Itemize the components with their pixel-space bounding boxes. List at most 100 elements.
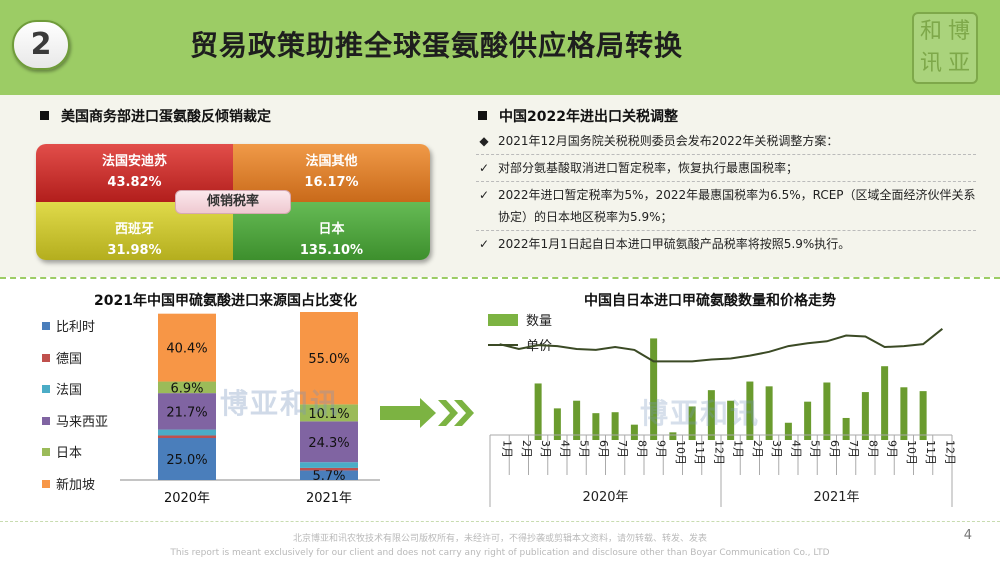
seal-char: 讯 <box>919 51 942 76</box>
legend-label: 比利时 <box>56 320 96 335</box>
bar-segment-德国 <box>158 435 216 438</box>
price-line <box>499 328 943 363</box>
rate-cell-name: 法国安迪苏 <box>101 154 167 169</box>
data-label: 24.3% <box>308 436 349 451</box>
month-label: 5月 <box>578 440 591 458</box>
legend-swatch <box>42 385 50 393</box>
tariff-list: ◆ 2021年12月国务院关税税则委员会发布2022年关税调整方案： ✓ 对部分氨基… <box>476 130 976 255</box>
volume-bar <box>861 392 869 440</box>
seal-char: 亚 <box>947 51 970 76</box>
legend-item: 马来西亚 <box>42 413 108 445</box>
dashed-separator <box>476 230 976 231</box>
data-label: 10.1% <box>308 407 349 422</box>
watermark-text: 博亚和讯 <box>220 387 341 420</box>
boyar-logo-seal: 和博 讯亚 <box>912 12 978 84</box>
tariff-line-text: 对部分氨基酸取消进口暂定税率，恢复执行最惠国税率； <box>498 161 799 175</box>
legend-line-label: 单价 <box>526 339 552 354</box>
month-label: 1月 <box>501 440 514 458</box>
bar-segment-比利时 <box>158 438 216 480</box>
footer-line-cn: 北京博亚和讯农牧技术有限公司版权所有，未经许可，不得抄袭或剪辑本文资料，请勿转载… <box>292 534 707 544</box>
volume-chart-title: 中国自日本进口甲硫氨酸数量和价格走势 <box>584 293 836 309</box>
volume-bar <box>881 366 889 440</box>
month-label: 12月 <box>712 440 725 465</box>
rate-cell-name: 法国其他 <box>305 154 358 169</box>
volume-bar <box>919 391 927 440</box>
volume-bar <box>746 381 754 440</box>
legend-label: 法国 <box>56 383 83 398</box>
month-label: 9月 <box>886 440 899 458</box>
month-label: 6月 <box>597 440 610 458</box>
month-label: 12月 <box>943 440 956 465</box>
rate-cell-japan: 日本 135.10% <box>233 202 430 260</box>
footer-divider <box>0 521 1000 522</box>
legend-swatch <box>42 448 50 456</box>
legend-label: 新加坡 <box>56 477 96 493</box>
category-label: 2020年 <box>164 491 210 506</box>
volume-bar <box>900 387 908 440</box>
dashed-separator <box>476 154 976 155</box>
section-divider <box>0 277 1000 279</box>
legend-item: 日本 <box>42 444 108 476</box>
month-label: 10月 <box>905 440 918 465</box>
volume-bar <box>592 413 600 440</box>
bar-segment-日本 <box>158 381 216 394</box>
tariff-line: ✓ 对部分氨基酸取消进口暂定税率，恢复执行最惠国税率； <box>476 157 976 179</box>
bar-segment-新加坡 <box>158 313 216 382</box>
legend-bar-label: 数量 <box>526 314 552 329</box>
volume-bar <box>765 386 773 440</box>
dashed-separator <box>476 181 976 182</box>
bar-segment-新加坡 <box>300 312 358 405</box>
month-label: 4月 <box>558 440 571 458</box>
antidumping-heading-text: 美国商务部进口蛋氨酸反倾销裁定 <box>61 109 271 125</box>
month-label: 3月 <box>539 440 552 458</box>
footer-line-en: This report is meant exclusively for our… <box>170 548 830 558</box>
tariff-heading: 中国2022年进出口关税调整 <box>478 106 678 126</box>
legend-label: 日本 <box>56 446 83 461</box>
month-label: 2月 <box>520 440 533 458</box>
diamond-bullet-icon: ◆ <box>479 134 489 148</box>
volume-bar <box>688 406 696 440</box>
legend-item: 比利时 <box>42 318 108 350</box>
bar-segment-日本 <box>300 404 358 422</box>
legend-item: 新加坡 <box>42 476 108 508</box>
month-label: 3月 <box>770 440 783 458</box>
rate-cell-name: 西班牙 <box>114 222 154 237</box>
volume-bar <box>823 382 831 440</box>
page-number: 4 <box>963 528 972 543</box>
legend-label: 马来西亚 <box>56 414 109 430</box>
volume-bar <box>553 408 561 440</box>
month-label: 2月 <box>751 440 764 458</box>
month-label: 4月 <box>789 440 802 458</box>
volume-bar <box>573 400 581 440</box>
bar-segment-马来西亚 <box>158 393 216 430</box>
month-label: 7月 <box>616 440 629 458</box>
seal-char: 和 <box>919 19 942 44</box>
rate-cell-name: 日本 <box>318 222 345 237</box>
volume-bar <box>707 390 715 440</box>
bullet-square-icon <box>478 111 487 120</box>
legend-item: 法国 <box>42 381 108 413</box>
legend-swatch <box>42 353 50 362</box>
year-label: 2021年 <box>813 490 859 505</box>
month-label: 8月 <box>866 440 879 458</box>
volume-bar <box>842 417 850 440</box>
header-bar: 2 贸易政策助推全球蛋氨酸供应格局转换 和博 讯亚 <box>0 0 1000 95</box>
bullet-square-icon <box>40 111 49 120</box>
volume-bar <box>534 383 542 440</box>
page-title: 贸易政策助推全球蛋氨酸供应格局转换 <box>190 29 684 62</box>
volume-bar <box>611 412 619 440</box>
month-label: 1月 <box>732 440 745 458</box>
tariff-line: ✓ 2022年进口暂定税率为5%，2022年最惠国税率为6.5%，RCEP（区域全… <box>476 184 976 228</box>
month-label: 5月 <box>809 440 822 458</box>
share-chart-title: 2021年中国甲硫氨酸进口来源国占比变化 <box>94 293 357 309</box>
year-label: 2020年 <box>582 490 628 505</box>
month-label: 6月 <box>828 440 841 458</box>
tariff-line-text: 2021年12月国务院关税税则委员会发布2022年关税调整方案： <box>498 134 839 148</box>
check-icon: ✓ <box>478 188 490 202</box>
bar-segment-马来西亚 <box>300 421 358 463</box>
bar-segment-法国 <box>158 429 216 436</box>
check-icon: ✓ <box>478 161 490 175</box>
data-label: 55.0% <box>308 352 349 367</box>
share-stacked-chart: 25.0% 21.7% 6.9% 40.4% 2020年 5.7% 24.3% 10.1% 55… <box>120 312 380 506</box>
